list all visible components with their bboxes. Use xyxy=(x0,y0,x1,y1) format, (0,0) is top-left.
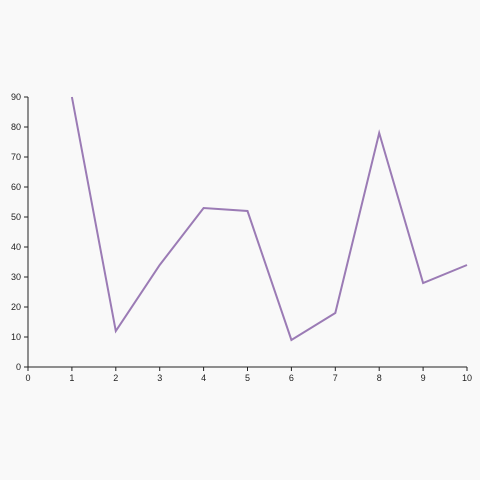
axes: 0 10 20 30 40 50 60 70 80 90 0 1 2 3 4 5 6 7 8 9 10 xyxy=(11,92,472,383)
series-layer xyxy=(70,96,468,342)
x-tick-label: 3 xyxy=(157,373,162,383)
x-tick-label: 2 xyxy=(113,373,118,383)
x-tick-label: 10 xyxy=(462,373,472,383)
x-tick-label: 5 xyxy=(245,373,250,383)
y-tick-label: 90 xyxy=(11,92,21,102)
x-tick-label: 8 xyxy=(377,373,382,383)
y-tick-label: 50 xyxy=(11,212,21,222)
y-tick-label: 0 xyxy=(16,362,21,372)
x-tick-label: 9 xyxy=(421,373,426,383)
x-tick-label: 4 xyxy=(201,373,206,383)
y-tick-label: 60 xyxy=(11,182,21,192)
x-tick-label: 0 xyxy=(25,373,30,383)
y-tick-label: 40 xyxy=(11,242,21,252)
y-tick-label: 10 xyxy=(11,332,21,342)
x-tick-label: 6 xyxy=(289,373,294,383)
y-tick-label: 70 xyxy=(11,152,21,162)
series-line xyxy=(70,96,468,342)
x-tick-label: 1 xyxy=(69,373,74,383)
y-tick-label: 80 xyxy=(11,122,21,132)
y-tick-label: 30 xyxy=(11,272,21,282)
x-tick-label: 7 xyxy=(333,373,338,383)
y-tick-label: 20 xyxy=(11,302,21,312)
